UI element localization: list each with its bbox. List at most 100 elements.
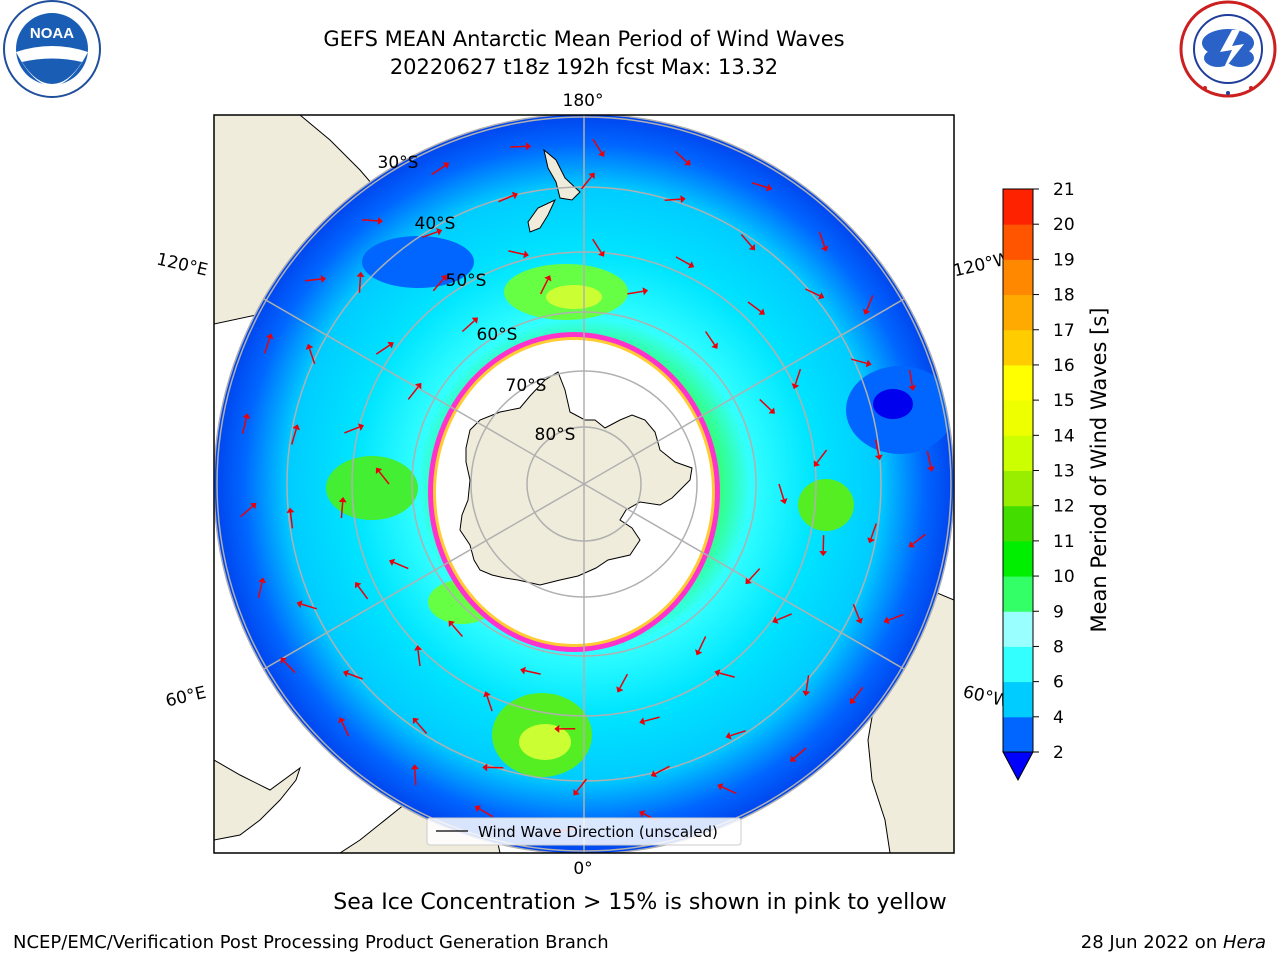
wind-arrow-head	[908, 541, 916, 548]
wind-arrow-head	[650, 770, 658, 778]
wind-arrow-shaft	[908, 369, 914, 386]
wind-arrow-head	[818, 292, 825, 300]
wind-arrow-head	[296, 600, 303, 608]
wind-arrow-head	[305, 343, 314, 350]
wind-arrow-shaft	[664, 198, 681, 202]
colorbar-tick-label: 8	[1053, 637, 1064, 657]
colorbar-segment	[1003, 364, 1033, 401]
wind-arrow-head	[414, 645, 422, 651]
wind-arrow-shaft	[619, 673, 629, 689]
wind-arrow-shaft	[698, 636, 707, 652]
wind-arrow-shaft	[263, 337, 271, 354]
wind-arrow-head	[642, 287, 649, 296]
wind-arrow-head	[813, 460, 821, 467]
colorbar-tick-label: 9	[1053, 602, 1064, 622]
wind-arrow-head	[772, 616, 779, 624]
wind-arrow-shaft	[805, 675, 810, 692]
wind-arrow-head	[745, 577, 752, 585]
colorbar-tick-label: 10	[1053, 567, 1075, 587]
wind-arrow-shaft	[415, 721, 428, 734]
wind-arrow-head	[867, 537, 875, 544]
wind-arrow-shaft	[675, 256, 691, 266]
wind-arrow-head	[482, 763, 488, 772]
lat-label-50s: 50°S	[446, 271, 487, 291]
wind-arrow-head	[598, 150, 605, 157]
colorbar-tick-label: 20	[1053, 215, 1075, 235]
wind-arrow-head	[588, 172, 595, 179]
wind-arrow-shaft	[486, 695, 493, 712]
noaa-logo-text: NOAA	[30, 25, 74, 42]
wind-arrow-shaft	[539, 279, 549, 295]
wind-arrow-head	[387, 341, 394, 349]
wind-arrow-shaft	[592, 238, 602, 254]
lat-label-70s: 70°S	[506, 376, 547, 396]
wind-arrow-shaft	[393, 561, 409, 570]
lat-label-30s: 30°S	[378, 153, 419, 173]
colorbar-tick-label: 17	[1053, 321, 1075, 341]
wind-arrow-shaft	[305, 278, 322, 282]
wind-arrow-head	[748, 244, 756, 251]
wind-arrow-shaft	[524, 669, 541, 675]
wind-arrow-head	[415, 382, 422, 390]
wind-arrow-shaft	[926, 451, 932, 468]
wind-arrow-head	[849, 697, 857, 704]
wind-arrow-head	[375, 467, 383, 474]
sea-ice-caption: Sea Ice Concentration > 15% is shown in …	[333, 890, 947, 915]
colorbar-tick-label: 19	[1053, 250, 1075, 270]
wind-arrow-head	[242, 413, 251, 419]
wind-arrow-head	[865, 359, 872, 368]
wind-arrow-shaft	[776, 613, 792, 621]
wind-arrow-head	[354, 582, 362, 589]
title-line-2: 20220627 t18z 192h fcst Max: 13.32	[389, 55, 779, 79]
wind-arrow-shaft	[431, 165, 446, 176]
land-new-zealand	[527, 148, 581, 233]
wind-arrow-head	[250, 502, 257, 510]
colorbar-tick-label: 6	[1053, 673, 1064, 693]
colorbar-tick-label: 11	[1053, 532, 1075, 552]
colorbar-tick-label: 12	[1053, 497, 1075, 517]
wind-arrow-shaft	[852, 686, 864, 701]
wind-arrow-shaft	[510, 145, 527, 148]
wind-arrow-head	[819, 551, 828, 557]
colorbar-segment	[1003, 294, 1033, 331]
wind-arrow-head	[573, 789, 580, 796]
wind-arrow-shaft	[851, 358, 867, 365]
wind-arrow-shaft	[654, 765, 670, 775]
colorbar-segment	[1003, 259, 1033, 296]
wind-arrow-head	[357, 423, 364, 431]
wind-arrow-shaft	[759, 398, 772, 411]
wind-arrow-head	[926, 466, 935, 472]
wind-arrow-shaft	[793, 747, 807, 760]
wind-arrow-shaft	[816, 449, 828, 464]
wind-arrow-head	[874, 454, 883, 461]
wind-arrow-shaft	[508, 250, 525, 256]
wind-arrow-shaft	[341, 721, 350, 737]
wind-arrow-shaft	[730, 730, 746, 737]
wind-arrow-head	[758, 308, 765, 315]
wind-arrow-head	[511, 191, 518, 200]
wind-arrow-shaft	[378, 471, 390, 485]
wind-arrow-shaft	[888, 613, 904, 621]
colorbar-tick-label: 21	[1053, 180, 1075, 200]
wind-arrow-head	[474, 805, 481, 813]
wind-arrow-head	[711, 342, 718, 349]
lat-label-60s: 60°S	[477, 325, 518, 345]
wind-arrow-shaft	[498, 194, 514, 203]
wind-arrow-shaft	[358, 276, 362, 293]
wind-arrow-head	[717, 783, 724, 791]
wind-arrow-shaft	[417, 650, 421, 667]
map-plot	[214, 115, 954, 853]
wind-arrow-head	[436, 228, 443, 236]
patch-green-east	[798, 479, 854, 531]
wind-arrow-shaft	[576, 778, 588, 793]
colorbar-label: Mean Period of Wind Waves [s]	[1087, 308, 1111, 633]
wind-arrow-head	[802, 690, 811, 697]
colorbar-segment	[1003, 681, 1033, 718]
wind-arrow-shaft	[778, 483, 785, 500]
wind-arrow-head	[523, 250, 529, 259]
lon-label-0: 0°	[573, 859, 592, 879]
wind-arrow-head	[725, 731, 732, 740]
wind-arrow-head	[680, 195, 686, 204]
wind-arrow-head	[389, 558, 396, 566]
wind-arrow-shaft	[422, 231, 438, 238]
